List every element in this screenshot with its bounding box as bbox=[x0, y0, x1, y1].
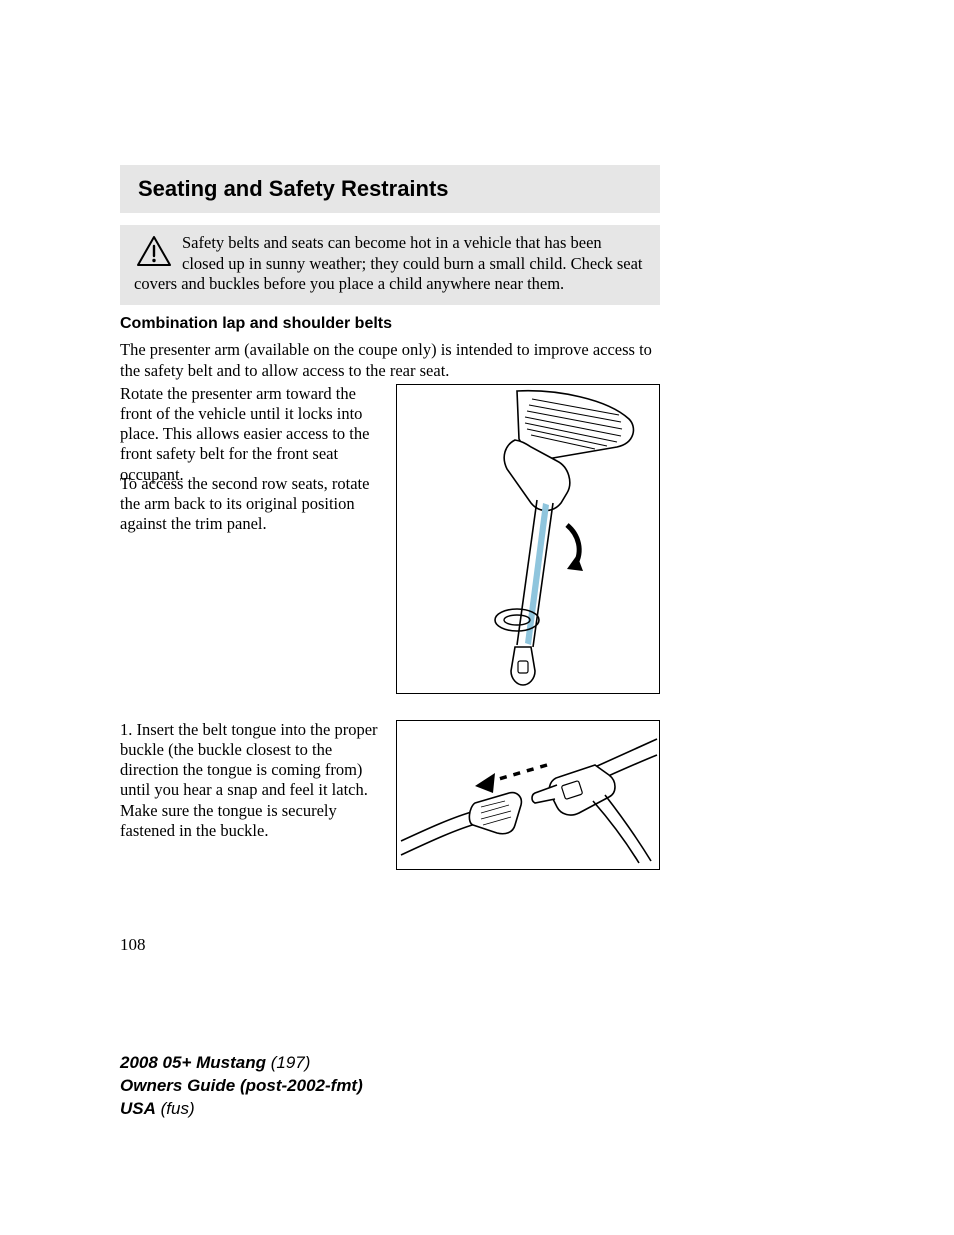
paragraph-1: Rotate the presenter arm toward the fron… bbox=[120, 384, 385, 485]
footer-model: 2008 05+ Mustang bbox=[120, 1053, 266, 1072]
footer-region: USA bbox=[120, 1099, 156, 1118]
presenter-arm-drawing bbox=[397, 385, 661, 695]
figure-buckle-insert bbox=[396, 720, 660, 870]
figure-presenter-arm bbox=[396, 384, 660, 694]
manual-page: Seating and Safety Restraints Safety bel… bbox=[0, 0, 954, 1235]
paragraph-2: To access the second row seats, rotate t… bbox=[120, 474, 385, 534]
section-header-bar: Seating and Safety Restraints bbox=[120, 165, 660, 213]
subsection-heading: Combination lap and shoulder belts bbox=[120, 315, 392, 333]
intro-paragraph: The presenter arm (available on the coup… bbox=[120, 340, 660, 381]
section-title: Seating and Safety Restraints bbox=[138, 176, 449, 202]
footer-line-1: 2008 05+ Mustang (197) bbox=[120, 1052, 363, 1075]
paragraph-3: 1. Insert the belt tongue into the prope… bbox=[120, 720, 385, 841]
footer-line-2: Owners Guide (post-2002-fmt) bbox=[120, 1075, 363, 1098]
motion-arrow-icon bbox=[567, 525, 583, 571]
warning-triangle-icon bbox=[136, 235, 172, 267]
footer-guide: Owners Guide (post-2002-fmt) bbox=[120, 1076, 363, 1095]
footer-code: (197) bbox=[271, 1053, 311, 1072]
footer-line-3: USA (fus) bbox=[120, 1098, 363, 1121]
buckle-insert-drawing bbox=[397, 721, 661, 871]
page-number: 108 bbox=[120, 935, 146, 955]
insert-arrow-icon bbox=[475, 765, 547, 793]
warning-callout: Safety belts and seats can become hot in… bbox=[120, 225, 660, 305]
footer-block: 2008 05+ Mustang (197) Owners Guide (pos… bbox=[120, 1052, 363, 1121]
footer-region-code: (fus) bbox=[161, 1099, 195, 1118]
warning-text: Safety belts and seats can become hot in… bbox=[134, 233, 643, 293]
